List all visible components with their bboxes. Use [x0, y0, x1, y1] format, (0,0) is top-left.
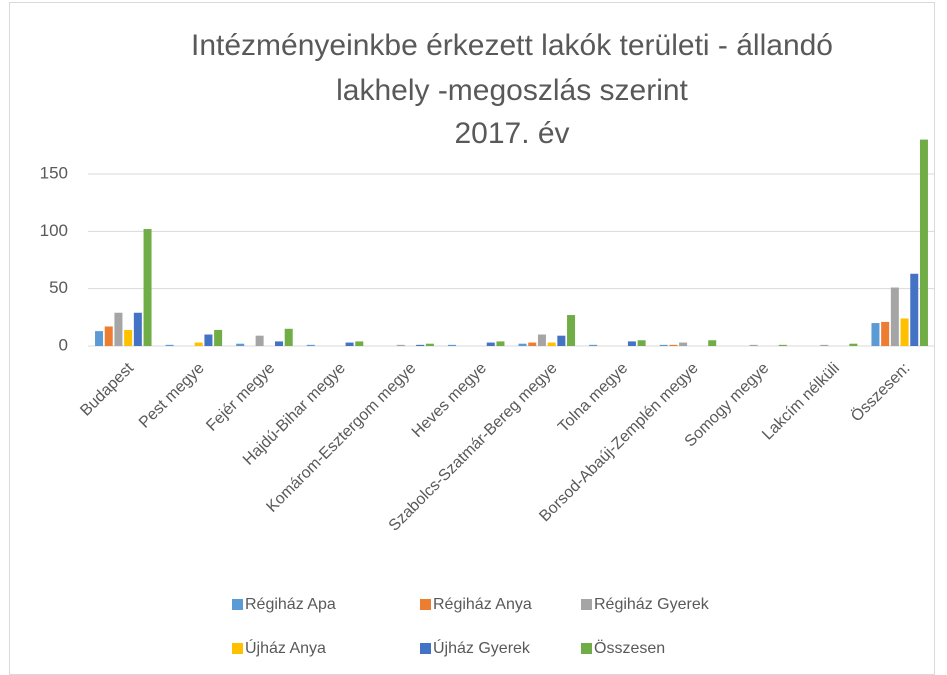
bar — [236, 343, 245, 346]
bar — [133, 312, 142, 346]
y-tick-label: 150 — [40, 163, 68, 182]
bar — [518, 343, 527, 346]
bar — [881, 321, 890, 346]
bar — [114, 312, 123, 346]
bar — [637, 340, 646, 346]
bar — [708, 340, 717, 346]
bar — [871, 323, 880, 346]
bar — [890, 287, 899, 346]
legend-swatch — [420, 599, 431, 610]
bar — [194, 342, 203, 346]
y-tick-label: 100 — [40, 221, 68, 240]
bar — [165, 344, 174, 346]
bar — [95, 331, 104, 346]
bar — [537, 334, 546, 346]
legend-swatch — [232, 599, 243, 610]
bar — [447, 344, 456, 346]
bar — [496, 341, 505, 346]
bar — [214, 329, 223, 346]
bar — [255, 335, 264, 346]
legend-label: Régiház Gyerek — [594, 596, 710, 613]
bar — [627, 341, 636, 346]
legend-label: Újház Anya — [245, 638, 326, 657]
bar — [306, 344, 315, 346]
bar — [659, 344, 668, 346]
bar — [486, 342, 495, 346]
bar — [204, 334, 213, 346]
legend-label: Régiház Apa — [245, 596, 336, 613]
bar — [900, 318, 909, 346]
legend-swatch — [420, 643, 431, 654]
bar — [669, 344, 678, 346]
bar — [416, 344, 425, 346]
bar — [345, 342, 354, 346]
chart-title: Intézményeinkbe érkezett lakók területi … — [191, 29, 833, 62]
bar — [284, 328, 293, 346]
bar — [820, 344, 829, 346]
bar — [849, 343, 858, 346]
y-tick-label: 0 — [59, 335, 68, 354]
bar — [143, 229, 152, 346]
bar — [547, 342, 556, 346]
bar — [567, 315, 576, 346]
legend-swatch — [232, 643, 243, 654]
legend-label: Régiház Anya — [433, 596, 532, 613]
bar — [355, 341, 364, 346]
bar — [679, 342, 688, 346]
legend-label: Újház Gyerek — [433, 638, 531, 657]
y-tick-label: 50 — [49, 278, 68, 297]
bar — [589, 344, 598, 346]
chart-title: lakhely -megoszlás szerint — [336, 74, 688, 107]
bar — [557, 335, 566, 346]
chart-frame — [9, 2, 935, 675]
bar — [528, 342, 537, 346]
bar — [124, 329, 133, 346]
bar — [749, 344, 758, 346]
bar — [396, 344, 405, 346]
bar — [778, 344, 787, 346]
legend-label: Összesen — [594, 639, 665, 657]
bar — [910, 273, 919, 346]
bar — [104, 326, 113, 346]
bar — [425, 343, 434, 346]
legend-swatch — [581, 643, 592, 654]
bar — [919, 139, 928, 346]
chart-title: 2017. év — [454, 117, 569, 150]
legend-swatch — [581, 599, 592, 610]
bar — [275, 341, 284, 346]
